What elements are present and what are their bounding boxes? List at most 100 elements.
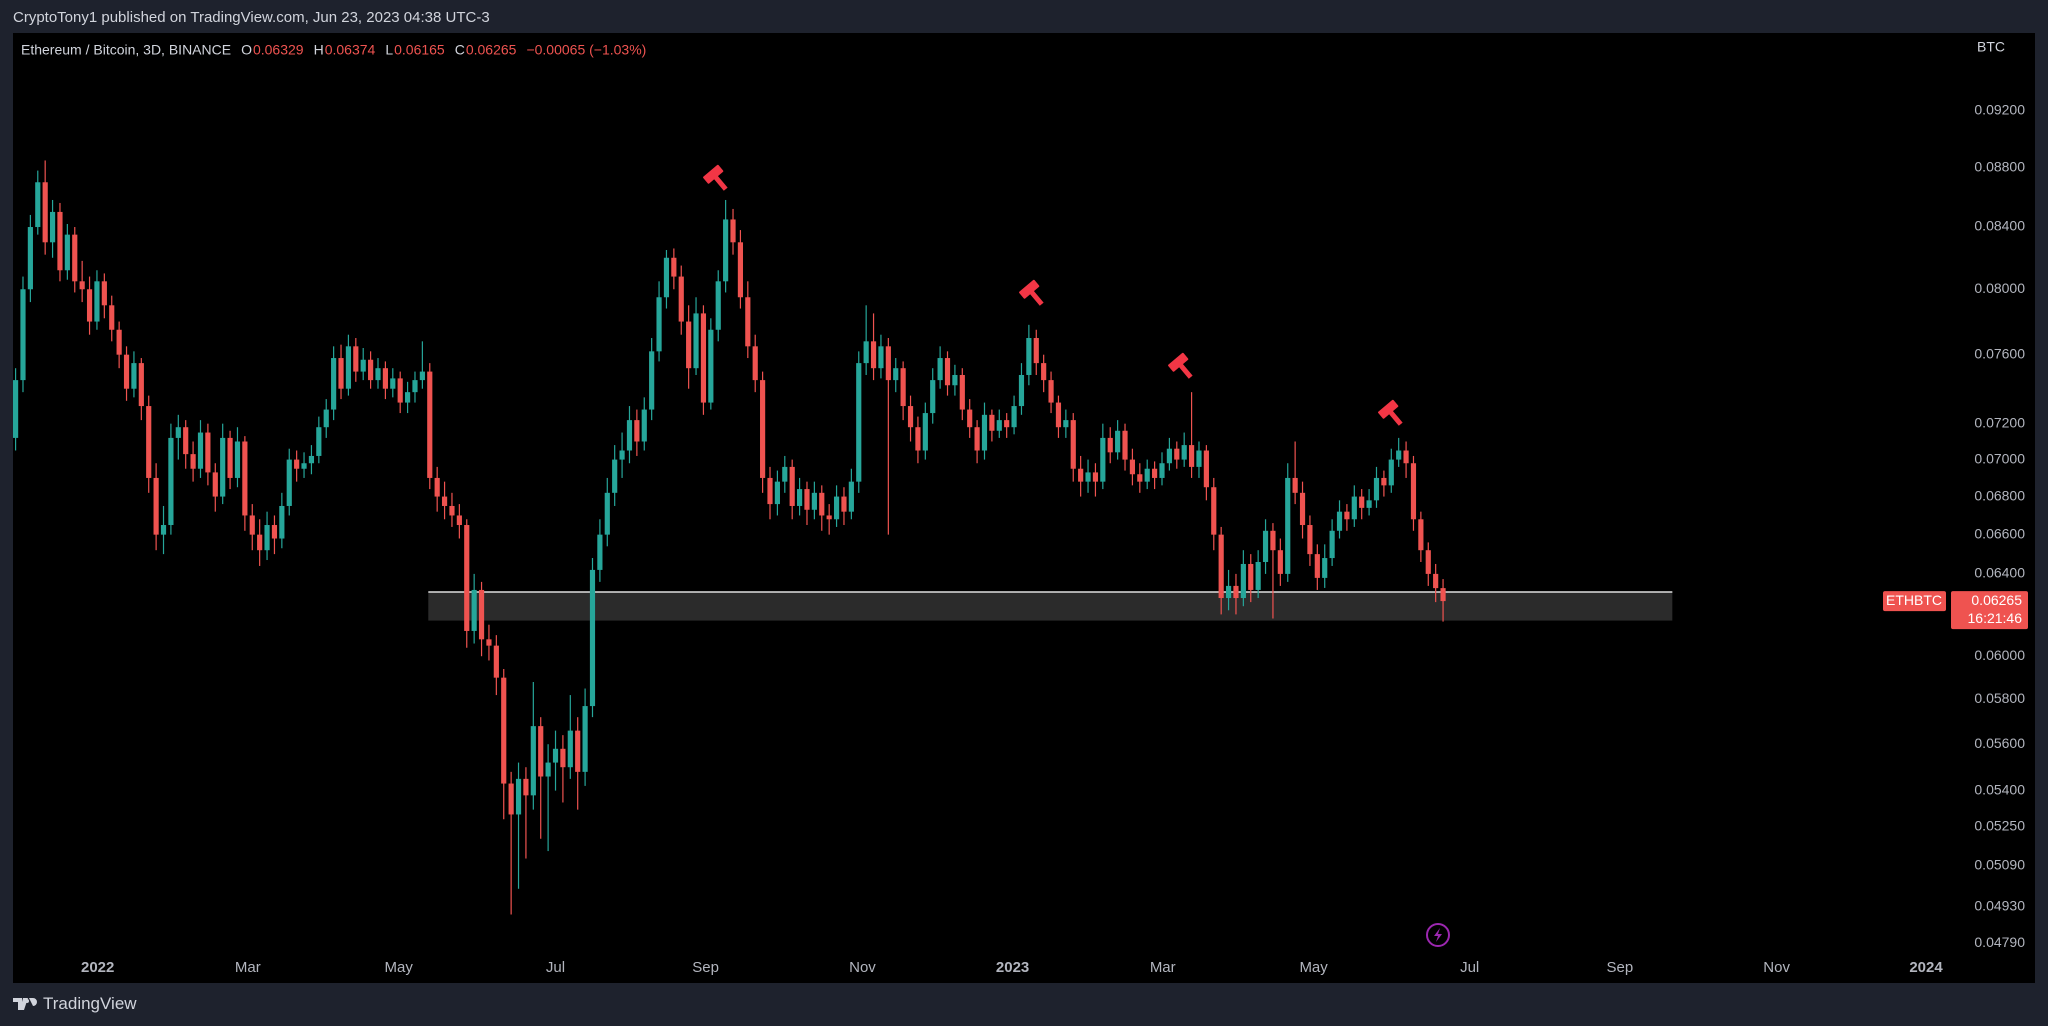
candle-body [789, 466, 795, 506]
candle-body [404, 392, 411, 403]
y-tick-label: 0.07000 [1974, 450, 2025, 466]
candle-body [1100, 437, 1106, 482]
candle-body [545, 762, 551, 777]
candle-body [205, 432, 211, 473]
y-tick-label: 0.05400 [1974, 781, 2025, 797]
candle-body [249, 515, 255, 535]
candle-body [760, 380, 766, 478]
candle-body [1225, 585, 1232, 599]
symbol-title: Ethereum / Bitcoin, 3D, BINANCE [21, 42, 231, 58]
candle-body [116, 329, 122, 355]
candle-body [368, 359, 374, 381]
candle-body [227, 437, 233, 478]
candle-body [478, 589, 485, 640]
candle-body [515, 778, 522, 815]
y-tick-label: 0.05800 [1974, 690, 2025, 706]
candle-body [708, 329, 714, 403]
candle-body [264, 525, 270, 551]
candle-body [811, 492, 817, 510]
x-tick-label: Mar [235, 959, 261, 976]
x-tick-label: May [1299, 959, 1328, 976]
y-tick-label: 0.05600 [1974, 735, 2025, 751]
publish-header: CryptoTony1 published on TradingView.com… [13, 9, 490, 26]
candle-body [989, 414, 995, 431]
candle-body [1159, 463, 1165, 478]
candle-body [589, 569, 596, 707]
candle-body [782, 466, 788, 482]
candle-body [20, 289, 26, 381]
candle-body [1396, 450, 1402, 460]
y-tick-label: 0.07200 [1974, 414, 2025, 430]
y-tick-label: 0.08000 [1974, 280, 2025, 296]
candle-body [138, 363, 144, 407]
chart-panel [13, 33, 2035, 983]
candle-body [1336, 511, 1343, 531]
candle-body [930, 380, 936, 414]
y-tick-label: 0.05250 [1974, 817, 2025, 833]
candle-body [826, 515, 832, 520]
y-tick-label: 0.05090 [1974, 857, 2025, 873]
candle-body [456, 515, 462, 526]
candle-body [567, 730, 573, 768]
symbol-tag-bg [1883, 591, 1946, 612]
candle-body [1314, 554, 1320, 578]
candle-body [508, 783, 514, 815]
ohlc-value: 0.06329 [253, 42, 304, 58]
candle-body [1152, 468, 1158, 478]
candle-body [234, 441, 241, 478]
candle-body [907, 406, 914, 428]
y-tick-label: 0.08800 [1974, 158, 2025, 174]
candle-body [72, 234, 78, 282]
candle-body [271, 525, 278, 539]
candle-body [878, 346, 884, 369]
candle-body [1085, 472, 1091, 482]
candle-body [1381, 477, 1387, 486]
candle-body [242, 441, 248, 516]
candle-body [486, 639, 492, 646]
x-tick-label: Jul [546, 959, 565, 976]
x-tick-label: Nov [1763, 959, 1790, 976]
candle-body [915, 427, 921, 451]
candle-body [538, 726, 544, 777]
candle-body [1373, 477, 1380, 501]
change-value: −0.00065 (−1.03%) [526, 42, 646, 58]
candle-body [286, 459, 292, 506]
candle-body [160, 525, 167, 535]
candle-body [1188, 445, 1195, 467]
candle-body [841, 496, 847, 512]
candle-body [1262, 530, 1269, 562]
candle-body [449, 505, 455, 516]
candle-body [870, 341, 877, 369]
candle-body [1433, 573, 1439, 589]
x-tick-label: Jul [1460, 959, 1479, 976]
candle-body [1248, 563, 1254, 590]
candle-body [101, 281, 107, 306]
tv-logo [13, 998, 37, 1010]
candle-body [1359, 496, 1365, 508]
candle-body [848, 481, 854, 512]
candle-body [604, 492, 610, 535]
candle-body [153, 477, 159, 535]
candle-body [94, 281, 100, 322]
candle-body [1196, 450, 1202, 467]
candle-body [530, 726, 536, 796]
candle-body [663, 257, 670, 298]
candle-body [168, 437, 174, 526]
currency-label: BTC [1977, 39, 2005, 55]
event-icon[interactable] [1426, 923, 1450, 947]
candle-body [796, 489, 803, 506]
candle-body [86, 289, 93, 322]
candle-body [1063, 420, 1069, 428]
y-tick-label: 0.04790 [1974, 934, 2025, 950]
candle-body [397, 378, 403, 403]
candle-body [471, 589, 477, 631]
candle-body [35, 182, 41, 228]
candle-body [1240, 563, 1246, 599]
candle-body [944, 358, 951, 386]
candle-body [427, 371, 433, 478]
candle-body [1440, 588, 1446, 602]
candle-body [1366, 500, 1372, 508]
candle-body [1166, 448, 1172, 464]
